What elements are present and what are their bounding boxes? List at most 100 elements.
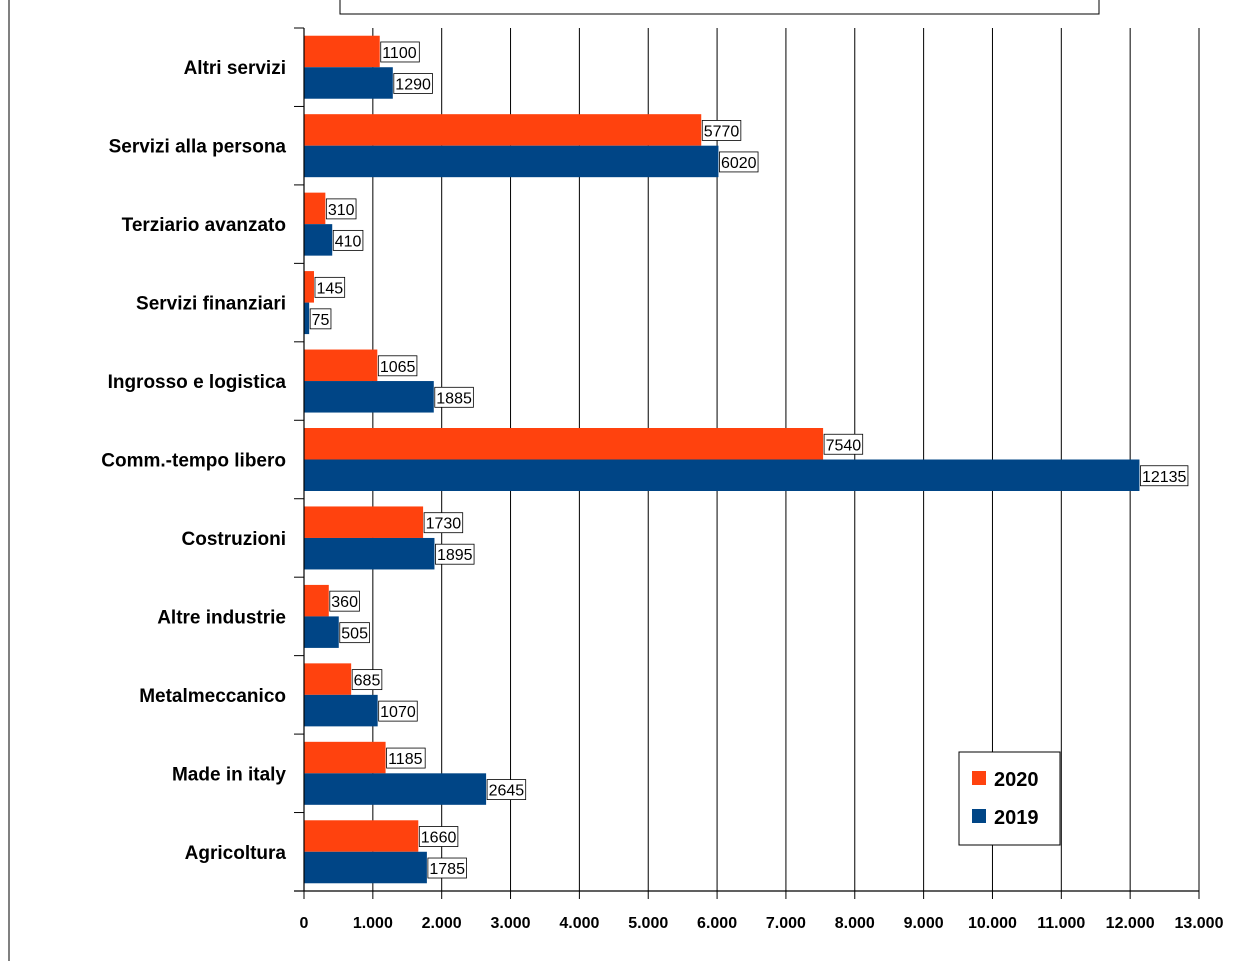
data-label-box-ingrosso-e-logistica-2020	[377, 355, 418, 377]
bar-terziario-avanzato-2019	[304, 224, 333, 256]
data-label-box-costruzioni-2019	[435, 543, 475, 565]
bar-metalmeccanico-2020	[304, 663, 352, 695]
bar-made-in-italy-2020	[304, 741, 386, 774]
bar-costruzioni-2020	[304, 506, 424, 538]
data-label-altre-industrie-2019: 505	[341, 626, 368, 643]
bar-ingrosso-e-logistica-2019	[304, 381, 434, 413]
data-label-box-altre-industrie-2019	[339, 622, 370, 644]
data-label-costruzioni-2020: 1730	[426, 516, 462, 533]
legend-swatch-2020	[972, 771, 986, 785]
bar-ingrosso-e-logistica-2020	[304, 349, 378, 382]
data-label-box-made-in-italy-2020	[386, 747, 426, 769]
bar-costruzioni-2019	[304, 537, 435, 570]
bar-altri-servizi-2019	[304, 67, 393, 99]
data-label-box-metalmeccanico-2019	[378, 700, 418, 722]
data-label-box-ingrosso-e-logistica-2019	[434, 386, 474, 408]
data-label-box-comm-tempo-libero-2020	[823, 433, 864, 455]
bar-servizi-alla-persona-2019	[304, 145, 719, 178]
data-label-box-altre-industrie-2020	[329, 590, 360, 612]
legend-box	[958, 751, 1061, 846]
data-label-costruzioni-2019: 1895	[437, 547, 473, 564]
data-label-box-servizi-finanziari-2019	[309, 308, 332, 330]
x-tick-label-11-000: 11.000	[1037, 915, 1085, 932]
x-tick-label-12-000: 12.000	[1106, 915, 1155, 932]
data-label-box-servizi-finanziari-2020	[314, 276, 346, 298]
data-label-made-in-italy-2019: 2645	[489, 783, 525, 800]
data-label-ingrosso-e-logistica-2020: 1065	[380, 359, 416, 376]
data-label-metalmeccanico-2019: 1070	[380, 704, 416, 721]
category-label-servizi-finanziari: Servizi finanziari	[136, 294, 286, 315]
data-label-servizi-alla-persona-2020: 5770	[704, 123, 740, 140]
bar-altre-industrie-2020	[304, 584, 329, 617]
data-label-box-altri-servizi-2020	[380, 41, 420, 63]
x-tick-label-1-000: 1.000	[353, 915, 393, 932]
data-label-box-servizi-alla-persona-2020	[701, 120, 742, 141]
x-tick-label-5-000: 5.000	[628, 915, 668, 932]
data-label-comm-tempo-libero-2019: 12135	[1142, 469, 1187, 486]
data-labels: 1660178511852645685107036050517301895754…	[309, 41, 1189, 879]
data-label-servizi-finanziari-2019: 75	[312, 312, 330, 329]
legend-label-2019: 2019	[994, 807, 1039, 829]
chart-title-box	[8, 0, 1100, 961]
data-label-terziario-avanzato-2019: 410	[335, 233, 362, 250]
tick-labels: 0 1.000 2.000 3.000 4.000 5.000 6.000 7.000 8.00…	[300, 915, 1224, 932]
data-label-box-costruzioni-2020	[423, 512, 464, 534]
bar-altri-servizi-2020	[304, 35, 380, 68]
bar-servizi-alla-persona-2020	[304, 114, 702, 146]
data-label-box-made-in-italy-2019	[486, 779, 527, 800]
bar-comm-tempo-libero-2019	[304, 459, 1140, 491]
legend: 2020 2019	[958, 751, 1061, 846]
data-label-metalmeccanico-2020: 685	[354, 673, 381, 690]
x-tick-label-3-000: 3.000	[491, 915, 531, 932]
data-label-terziario-avanzato-2020: 310	[328, 202, 355, 219]
data-label-box-terziario-avanzato-2019	[332, 229, 364, 251]
data-label-altri-servizi-2019: 1290	[395, 76, 431, 93]
x-tick-label-13-000: 13.000	[1175, 915, 1224, 932]
category-labels: Agricoltura Made in italy Metalmeccanico Al…	[101, 58, 286, 864]
category-label-ingrosso-e-logistica: Ingrosso e logistica	[108, 372, 287, 393]
category-label-servizi-alla-persona: Servizi alla persona	[109, 137, 287, 158]
data-label-altre-industrie-2020: 360	[331, 594, 358, 611]
data-label-servizi-alla-persona-2019: 6020	[721, 155, 757, 172]
bar-servizi-finanziari-2019	[304, 302, 310, 335]
data-label-ingrosso-e-logistica-2019: 1885	[436, 390, 472, 407]
data-label-box-comm-tempo-libero-2019	[1140, 465, 1189, 487]
data-label-box-agricoltura-2020	[418, 826, 459, 847]
data-label-comm-tempo-libero-2020: 7540	[826, 437, 862, 454]
category-label-agricoltura: Agricoltura	[185, 843, 287, 864]
data-label-made-in-italy-2020: 1185	[388, 751, 423, 768]
data-label-servizi-finanziari-2020: 145	[316, 280, 343, 297]
legend-label-2020: 2020	[994, 769, 1039, 791]
data-label-altri-servizi-2020: 1100	[382, 45, 417, 62]
x-tick-label-4-000: 4.000	[559, 915, 599, 932]
x-tick-label-0: 0	[300, 915, 309, 932]
x-tick-label-7-000: 7.000	[766, 915, 806, 932]
axes	[294, 27, 1200, 899]
category-label-costruzioni: Costruzioni	[182, 529, 287, 550]
bars	[304, 35, 1140, 884]
x-tick-label-6-000: 6.000	[697, 915, 737, 932]
bar-metalmeccanico-2019	[304, 694, 378, 727]
category-label-metalmeccanico: Metalmeccanico	[139, 686, 286, 707]
x-tick-label-2-000: 2.000	[422, 915, 462, 932]
data-label-box-terziario-avanzato-2020	[325, 198, 357, 220]
bar-made-in-italy-2019	[304, 773, 487, 805]
x-tick-label-8-000: 8.000	[835, 915, 875, 932]
data-label-agricoltura-2019: 1785	[429, 861, 465, 878]
data-label-box-altri-servizi-2019	[393, 73, 433, 94]
legend-swatch-2019	[972, 809, 986, 823]
data-label-box-metalmeccanico-2020	[351, 669, 383, 691]
category-label-made-in-italy: Made in italy	[172, 764, 286, 785]
category-label-altre-industrie: Altre industrie	[157, 607, 286, 628]
bar-comm-tempo-libero-2020	[304, 428, 824, 460]
bar-altre-industrie-2019	[304, 616, 339, 648]
data-label-box-servizi-alla-persona-2019	[719, 151, 759, 173]
data-label-agricoltura-2020: 1660	[421, 830, 457, 847]
title-box	[339, 0, 1100, 15]
category-label-comm-tempo-libero: Comm.-tempo libero	[101, 451, 286, 472]
bar-servizi-finanziari-2020	[304, 271, 314, 303]
data-label-box-agricoltura-2019	[427, 857, 467, 879]
bar-agricoltura-2020	[304, 820, 419, 852]
